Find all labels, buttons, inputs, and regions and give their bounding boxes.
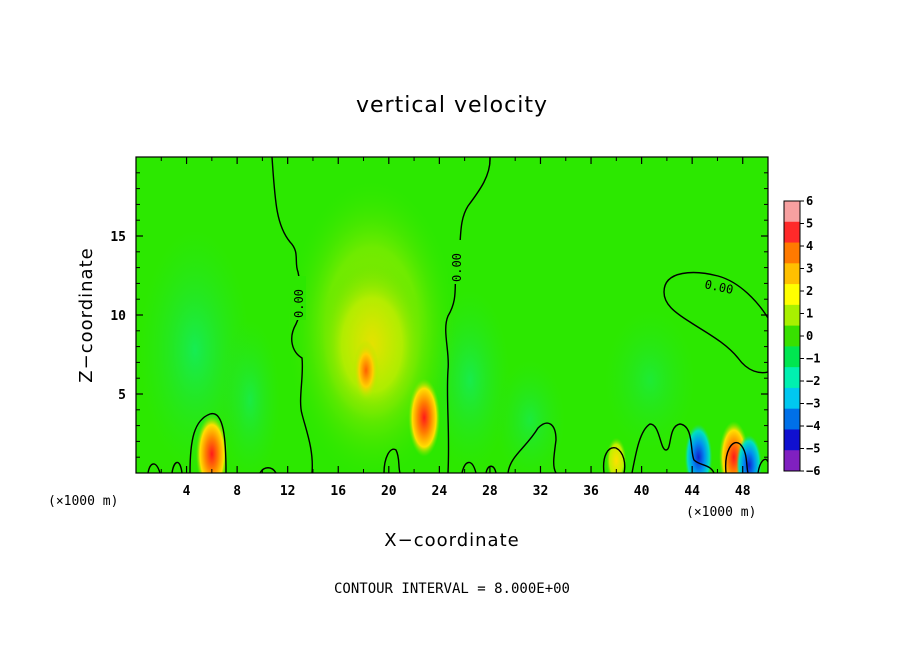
contour-line — [383, 448, 401, 473]
updraft-cell — [606, 437, 627, 473]
x-unit-right: (×1000 m) — [686, 505, 756, 520]
colorbar-swatch — [784, 325, 800, 347]
x-tick-label: 32 — [533, 484, 549, 499]
contour-line — [757, 458, 768, 473]
x-axis: 4 8 12 16 20 24 28 32 36 40 44 48 — [160, 157, 751, 499]
colorbar-label: 3 — [806, 262, 813, 276]
colorbar-swatch — [784, 429, 800, 451]
colorbar-label: −3 — [806, 397, 820, 411]
contour-line — [485, 465, 497, 473]
contour-line — [602, 447, 626, 473]
colorbar-label: 4 — [806, 239, 813, 253]
x-tick-label: 48 — [735, 484, 751, 499]
contour-line — [271, 157, 314, 473]
x-tick-label: 24 — [432, 484, 448, 499]
x-tick-label: 12 — [280, 484, 296, 499]
contour-line — [189, 413, 227, 473]
colorbar-swatch — [784, 221, 800, 244]
contour-label: 0.00 — [292, 289, 306, 318]
colorbar-label: −4 — [806, 419, 820, 433]
colorbar-swatch — [784, 284, 800, 306]
colorbar-label: 2 — [806, 284, 813, 298]
downdraft-cell — [684, 424, 713, 473]
y-axis: 5 10 15 — [110, 172, 768, 458]
colorbar-label: 1 — [806, 307, 813, 321]
x-unit-left: (×1000 m) — [48, 494, 118, 509]
contour-line — [461, 461, 477, 473]
contour-label: 0.00 — [703, 277, 734, 297]
colorbar-swatch — [784, 346, 800, 368]
x-tick-label: 36 — [583, 484, 599, 499]
contour-label: 0.00 — [450, 253, 464, 282]
contour-label-bg — [290, 276, 306, 320]
colorbar-label: 5 — [806, 217, 813, 231]
contour-label-bg — [448, 240, 464, 284]
colorbar-swatch — [784, 304, 800, 327]
contour-line — [259, 467, 277, 473]
colorbar-label: 6 — [806, 194, 813, 208]
contour-line — [631, 423, 715, 473]
colorbar-label: −1 — [806, 352, 820, 366]
colorbar: 6 5 4 3 2 1 0 −1 −2 −3 −4 −5 −6 — [783, 194, 820, 478]
colorbar-label: −2 — [806, 374, 820, 388]
y-tick-label: 5 — [118, 388, 126, 403]
y-tick-label: 15 — [110, 230, 126, 245]
downdraft-cell — [736, 435, 762, 473]
contour-line — [507, 422, 557, 473]
colorbar-swatch — [784, 408, 800, 430]
colorbar-swatch — [784, 242, 800, 264]
colorbar-swatch — [784, 367, 800, 389]
updraft-cell — [408, 378, 441, 457]
contour-line — [724, 441, 749, 473]
x-tick-label: 40 — [634, 484, 650, 499]
colorbar-swatch — [784, 201, 800, 223]
contour-labels: 0.00 0.00 0.00 — [290, 240, 735, 320]
colorbar-label: −5 — [806, 442, 820, 456]
contour-line — [147, 463, 161, 473]
contour-line — [663, 271, 768, 374]
colorbar-swatch — [784, 263, 800, 285]
y-tick-label: 10 — [110, 309, 126, 324]
chart-title: vertical velocity — [356, 93, 548, 118]
x-tick-label: 20 — [381, 484, 397, 499]
field-band — [605, 310, 695, 450]
x-tick-label: 16 — [330, 484, 346, 499]
y-axis-title: Z−coordinate — [76, 247, 97, 382]
updraft-cell — [353, 340, 379, 401]
contour-line — [171, 461, 183, 473]
x-tick-label: 44 — [684, 484, 700, 499]
field-band — [220, 320, 280, 473]
colorbar-label: −6 — [806, 464, 820, 478]
colorbar-swatch — [784, 387, 800, 410]
velocity-features — [195, 340, 762, 473]
contour-line — [445, 157, 491, 473]
updraft-cell — [195, 415, 228, 473]
colorbar-label: 0 — [806, 329, 813, 343]
x-axis-title: X−coordinate — [384, 530, 519, 551]
x-tick-label: 4 — [183, 484, 191, 499]
x-tick-label: 8 — [233, 484, 241, 499]
colorbar-swatch — [784, 450, 800, 472]
contour-interval-note: CONTOUR INTERVAL = 8.000E+00 — [334, 581, 570, 597]
heatmap-field — [136, 157, 768, 473]
x-tick-label: 28 — [482, 484, 498, 499]
zero-contours — [147, 157, 768, 473]
field-band — [495, 360, 565, 473]
